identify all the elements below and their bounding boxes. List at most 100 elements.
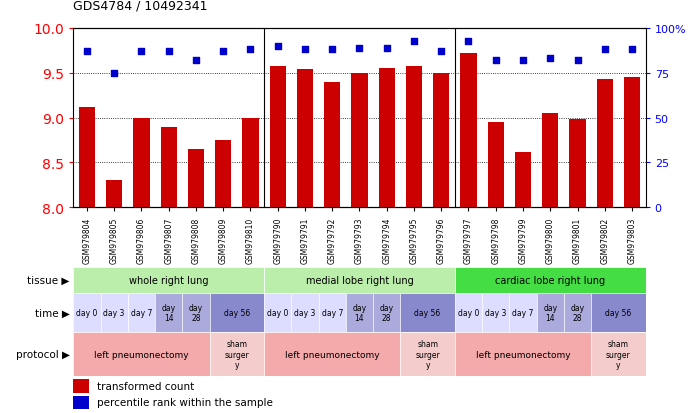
Point — [109, 70, 120, 77]
Text: sham
surger
y: sham surger y — [606, 339, 631, 369]
Bar — [488, 123, 504, 208]
Bar — [433, 74, 450, 208]
Point — [327, 47, 338, 54]
Text: day
28: day 28 — [380, 303, 394, 323]
Bar — [597, 80, 613, 208]
Text: protocol ▶: protocol ▶ — [16, 349, 70, 359]
Bar — [182, 293, 209, 332]
Bar — [209, 293, 264, 332]
Bar — [346, 293, 373, 332]
Text: left pneumonectomy: left pneumonectomy — [476, 350, 570, 358]
Point — [299, 47, 311, 54]
Bar — [591, 293, 646, 332]
Bar — [264, 332, 401, 376]
Point — [463, 38, 474, 45]
Bar — [73, 332, 209, 376]
Point — [272, 43, 283, 50]
Bar — [155, 293, 182, 332]
Bar — [79, 108, 95, 208]
Bar — [401, 293, 455, 332]
Text: sham
surger
y: sham surger y — [415, 339, 440, 369]
Bar — [378, 69, 395, 208]
Bar — [209, 332, 264, 376]
Text: time ▶: time ▶ — [35, 308, 70, 318]
Text: day 0: day 0 — [267, 309, 288, 317]
Point — [517, 58, 528, 64]
Text: GDS4784 / 10492341: GDS4784 / 10492341 — [73, 0, 208, 12]
Bar — [570, 120, 586, 208]
Text: left pneumonectomy: left pneumonectomy — [94, 350, 188, 358]
Text: day
14: day 14 — [543, 303, 557, 323]
Text: percentile rank within the sample: percentile rank within the sample — [97, 398, 273, 408]
Bar — [564, 293, 591, 332]
Point — [490, 58, 501, 64]
Point — [381, 45, 392, 52]
Point — [436, 49, 447, 55]
Bar — [324, 83, 341, 208]
Bar — [73, 379, 89, 393]
Point — [136, 49, 147, 55]
Bar — [482, 293, 510, 332]
Text: day 56: day 56 — [605, 309, 632, 317]
Bar — [242, 118, 259, 208]
Bar — [73, 293, 101, 332]
Text: day 7: day 7 — [322, 309, 343, 317]
Point — [354, 45, 365, 52]
Text: day 7: day 7 — [512, 309, 534, 317]
Point — [163, 49, 174, 55]
Bar — [101, 293, 128, 332]
Bar — [455, 268, 646, 293]
Text: whole right lung: whole right lung — [129, 275, 209, 285]
Bar — [188, 150, 204, 208]
Bar — [297, 70, 313, 208]
Bar — [624, 78, 640, 208]
Bar — [269, 66, 286, 208]
Bar — [460, 54, 477, 208]
Text: day
28: day 28 — [189, 303, 203, 323]
Text: day 3: day 3 — [485, 309, 507, 317]
Bar — [510, 293, 537, 332]
Point — [191, 58, 202, 64]
Bar — [215, 141, 231, 208]
Bar — [455, 332, 591, 376]
Text: tissue ▶: tissue ▶ — [27, 275, 70, 285]
Point — [599, 47, 610, 54]
Bar — [161, 127, 177, 208]
Text: cardiac lobe right lung: cardiac lobe right lung — [495, 275, 605, 285]
Point — [626, 47, 637, 54]
Bar — [73, 396, 89, 409]
Text: day 7: day 7 — [131, 309, 152, 317]
Text: day 0: day 0 — [458, 309, 480, 317]
Bar — [401, 332, 455, 376]
Bar — [73, 268, 264, 293]
Point — [82, 49, 93, 55]
Bar — [106, 181, 122, 208]
Point — [218, 49, 229, 55]
Bar — [264, 268, 455, 293]
Point — [572, 58, 583, 64]
Text: day
28: day 28 — [570, 303, 584, 323]
Point — [544, 56, 556, 63]
Bar — [128, 293, 155, 332]
Point — [245, 47, 256, 54]
Bar — [264, 293, 291, 332]
Text: day 3: day 3 — [103, 309, 125, 317]
Text: sham
surger
y: sham surger y — [225, 339, 249, 369]
Bar — [291, 293, 318, 332]
Text: transformed count: transformed count — [97, 381, 195, 391]
Bar — [406, 66, 422, 208]
Bar — [591, 332, 646, 376]
Text: day 56: day 56 — [223, 309, 250, 317]
Text: day 56: day 56 — [415, 309, 440, 317]
Bar — [537, 293, 564, 332]
Text: medial lobe right lung: medial lobe right lung — [306, 275, 413, 285]
Bar — [515, 152, 531, 208]
Text: left pneumonectomy: left pneumonectomy — [285, 350, 380, 358]
Bar — [133, 118, 149, 208]
Bar — [351, 74, 368, 208]
Point — [408, 38, 419, 45]
Bar — [455, 293, 482, 332]
Bar — [542, 114, 558, 208]
Text: day 0: day 0 — [76, 309, 98, 317]
Text: day 3: day 3 — [295, 309, 315, 317]
